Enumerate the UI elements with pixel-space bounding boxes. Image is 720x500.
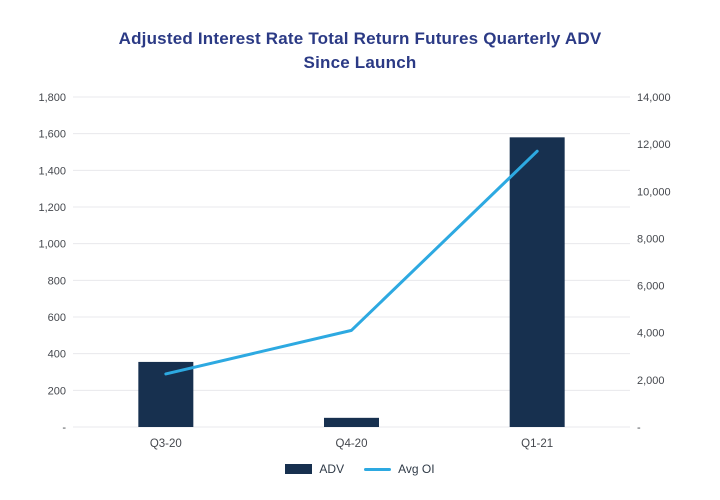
- y-axis-right-tick-label: 4,000: [637, 328, 665, 340]
- y-axis-right-tick-label: 12,000: [637, 139, 671, 151]
- y-axis-left-tick-label: 200: [48, 385, 66, 397]
- y-axis-right-tick-label: 8,000: [637, 233, 665, 245]
- legend: ADV Avg OI: [0, 462, 720, 476]
- y-axis-right-tick-label: 6,000: [637, 281, 665, 293]
- chart-title: Adjusted Interest Rate Total Return Futu…: [0, 27, 720, 75]
- y-axis-left-tick-label: 600: [48, 312, 66, 324]
- y-axis-right-tick-label: -: [637, 422, 641, 434]
- y-axis-left-tick-label: 1,000: [38, 239, 66, 251]
- y-axis-left-tick-label: 1,400: [38, 165, 66, 177]
- y-axis-left-tick-label: -: [62, 422, 66, 434]
- avg-oi-line-swatch-icon: [364, 467, 392, 471]
- avg-oi-line: [164, 149, 539, 376]
- legend-item-avg-oi: Avg OI: [364, 462, 435, 476]
- y-axis-left-tick-label: 1,200: [38, 202, 66, 214]
- chart-plot-area: - 200 400 600 800 1,000 1,200 1,400 1,600 1,800 - 2…: [38, 92, 671, 450]
- y-axis-left-tick-label: 400: [48, 349, 66, 361]
- y-axis-right-tick-label: 10,000: [637, 186, 671, 198]
- x-axis-category-label: Q4-20: [336, 438, 368, 450]
- bar-q4-20: [324, 417, 379, 427]
- x-axis-category-label: Q3-20: [150, 438, 182, 450]
- y-axis-right-tick-label: 14,000: [637, 92, 671, 104]
- legend-item-adv: ADV: [285, 462, 344, 476]
- legend-label-adv: ADV: [319, 462, 345, 476]
- chart-title-line2: Since Launch: [303, 53, 417, 72]
- y-axis-left-tick-label: 1,800: [38, 92, 66, 104]
- chart-title-line1: Adjusted Interest Rate Total Return Futu…: [118, 29, 602, 48]
- bar-q1-21: [509, 137, 565, 428]
- y-axis-left-tick-label: 1,600: [38, 129, 66, 141]
- y-axis-left-tick-label: 800: [48, 275, 66, 287]
- y-axis-right-tick-label: 2,000: [637, 375, 665, 387]
- adv-bar-swatch-icon: [285, 464, 313, 474]
- legend-label-avg-oi: Avg OI: [398, 462, 435, 476]
- x-axis-category-label: Q1-21: [521, 438, 553, 450]
- bar-q3-20: [138, 361, 194, 427]
